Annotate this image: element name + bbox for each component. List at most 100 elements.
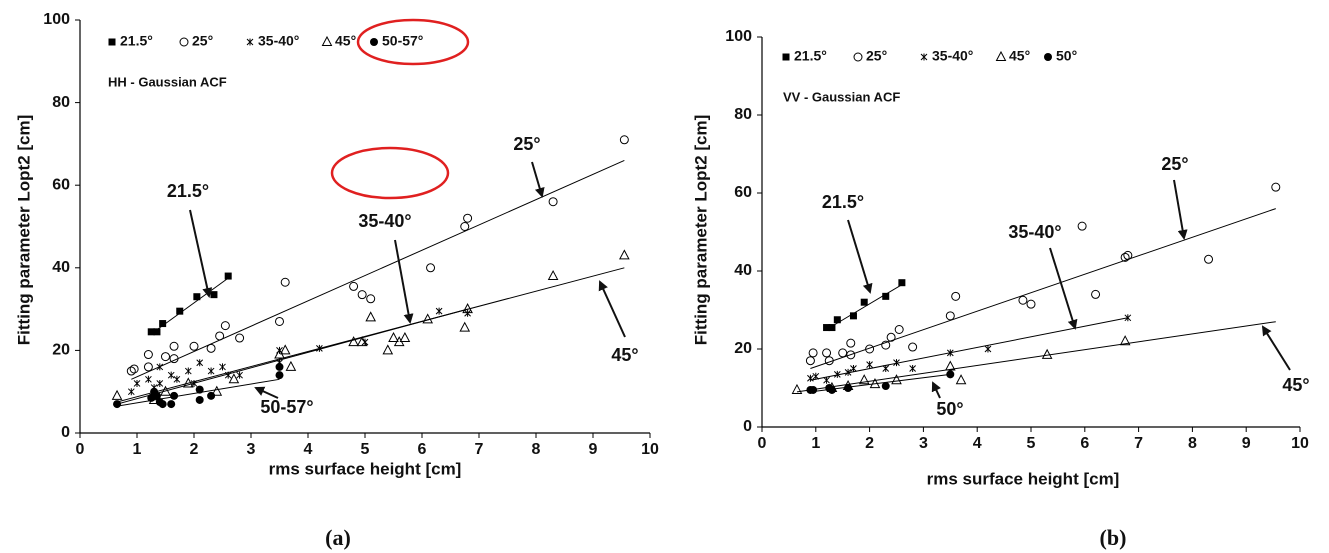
x-tick-label: 9	[589, 441, 598, 458]
legend-label: 25°	[192, 33, 213, 49]
marker-star	[850, 365, 857, 372]
marker-circle	[822, 348, 832, 358]
legend-marker	[370, 38, 378, 46]
caption: (b)	[1100, 525, 1127, 550]
arrow	[189, 209, 213, 298]
marker-square	[849, 312, 857, 320]
y-tick-label: 0	[743, 418, 752, 435]
marker-dot	[809, 385, 818, 394]
marker-triangle	[955, 374, 967, 385]
marker-star	[145, 375, 152, 383]
marker-circle	[945, 311, 955, 321]
marker-circle	[357, 290, 367, 300]
marker-square	[159, 320, 167, 328]
marker-circle	[1091, 289, 1101, 299]
marker-star	[893, 359, 900, 367]
trendline	[116, 267, 625, 403]
arrow-label: 21.5°	[822, 192, 864, 212]
marker-triangle	[399, 331, 411, 343]
legend-label: 45°	[335, 33, 356, 49]
marker-square	[860, 298, 868, 306]
legend-marker	[853, 52, 863, 62]
marker-star	[946, 349, 954, 357]
y-tick-label: 100	[725, 28, 752, 45]
marker-circle	[1026, 299, 1036, 309]
marker-circle	[426, 263, 436, 273]
x-tick-label: 6	[1080, 435, 1089, 452]
marker-dot	[946, 370, 955, 379]
marker-circle	[805, 356, 815, 366]
legend-marker	[108, 38, 116, 46]
x-tick-label: 1	[133, 441, 142, 458]
arrow	[1261, 325, 1291, 371]
marker-circle	[1018, 295, 1028, 305]
marker-triangle	[356, 336, 368, 347]
marker-circle	[865, 344, 875, 354]
marker-circle	[881, 340, 891, 350]
marker-circle	[1120, 252, 1130, 262]
x-tick-label: 0	[76, 441, 85, 458]
legend-label: 25°	[866, 48, 887, 64]
arrow	[931, 381, 941, 399]
marker-star	[127, 388, 135, 396]
marker-star	[807, 374, 814, 382]
x-tick-label: 3	[919, 435, 928, 452]
marker-star	[866, 361, 873, 369]
x-axis-title: rms surface height [cm]	[269, 459, 462, 478]
x-tick-label: 4	[973, 435, 982, 452]
marker-triangle	[422, 313, 434, 324]
marker-star	[167, 371, 175, 379]
marker-circle	[206, 343, 216, 353]
marker-triangle	[365, 311, 377, 322]
marker-star	[435, 307, 443, 315]
annotation: HH - Gaussian ACF	[108, 74, 227, 89]
marker-circle	[189, 341, 199, 351]
marker-dot	[275, 362, 284, 371]
y-tick-label: 80	[52, 94, 70, 111]
marker-triangle	[348, 336, 359, 347]
marker-square	[828, 324, 836, 332]
arrow	[847, 219, 873, 294]
marker-square	[882, 292, 890, 300]
marker-circle	[824, 356, 834, 366]
marker-dot	[207, 391, 216, 400]
marker-square	[193, 293, 201, 301]
marker-circle	[275, 316, 284, 326]
marker-triangle	[944, 360, 956, 371]
marker-circle	[908, 342, 918, 352]
marker-square	[153, 328, 161, 336]
marker-square	[898, 279, 906, 287]
y-axis-title: Fitting parameter Lopt2 [cm]	[14, 115, 33, 345]
marker-circle	[235, 333, 245, 343]
marker-circle	[143, 350, 153, 360]
marker-dot	[195, 385, 204, 394]
marker-circle	[808, 348, 818, 358]
marker-circle	[366, 294, 376, 304]
y-tick-label: 20	[734, 340, 752, 357]
marker-star	[464, 309, 471, 317]
arrow	[254, 386, 279, 399]
x-tick-label: 10	[1291, 435, 1309, 452]
legend-marker	[246, 38, 254, 46]
legend-label: 35-40°	[932, 48, 973, 64]
marker-triangle	[619, 249, 630, 260]
marker-circle	[169, 354, 179, 364]
marker-star	[207, 367, 215, 375]
marker-circle	[894, 325, 904, 334]
marker-triangle	[211, 385, 223, 396]
marker-triangle	[858, 374, 870, 385]
marker-triangle	[1041, 348, 1053, 359]
marker-square	[176, 307, 184, 315]
marker-triangle	[388, 331, 399, 343]
arrow	[1049, 247, 1078, 330]
marker-triangle	[547, 269, 559, 281]
arrow-label: 25°	[513, 134, 540, 154]
marker-triangle	[382, 344, 394, 355]
marker-circle	[349, 281, 359, 291]
marker-triangle	[182, 377, 194, 388]
marker-circle	[1077, 221, 1087, 231]
marker-triangle	[279, 344, 291, 355]
marker-triangle	[111, 389, 123, 400]
arrow	[394, 239, 414, 324]
